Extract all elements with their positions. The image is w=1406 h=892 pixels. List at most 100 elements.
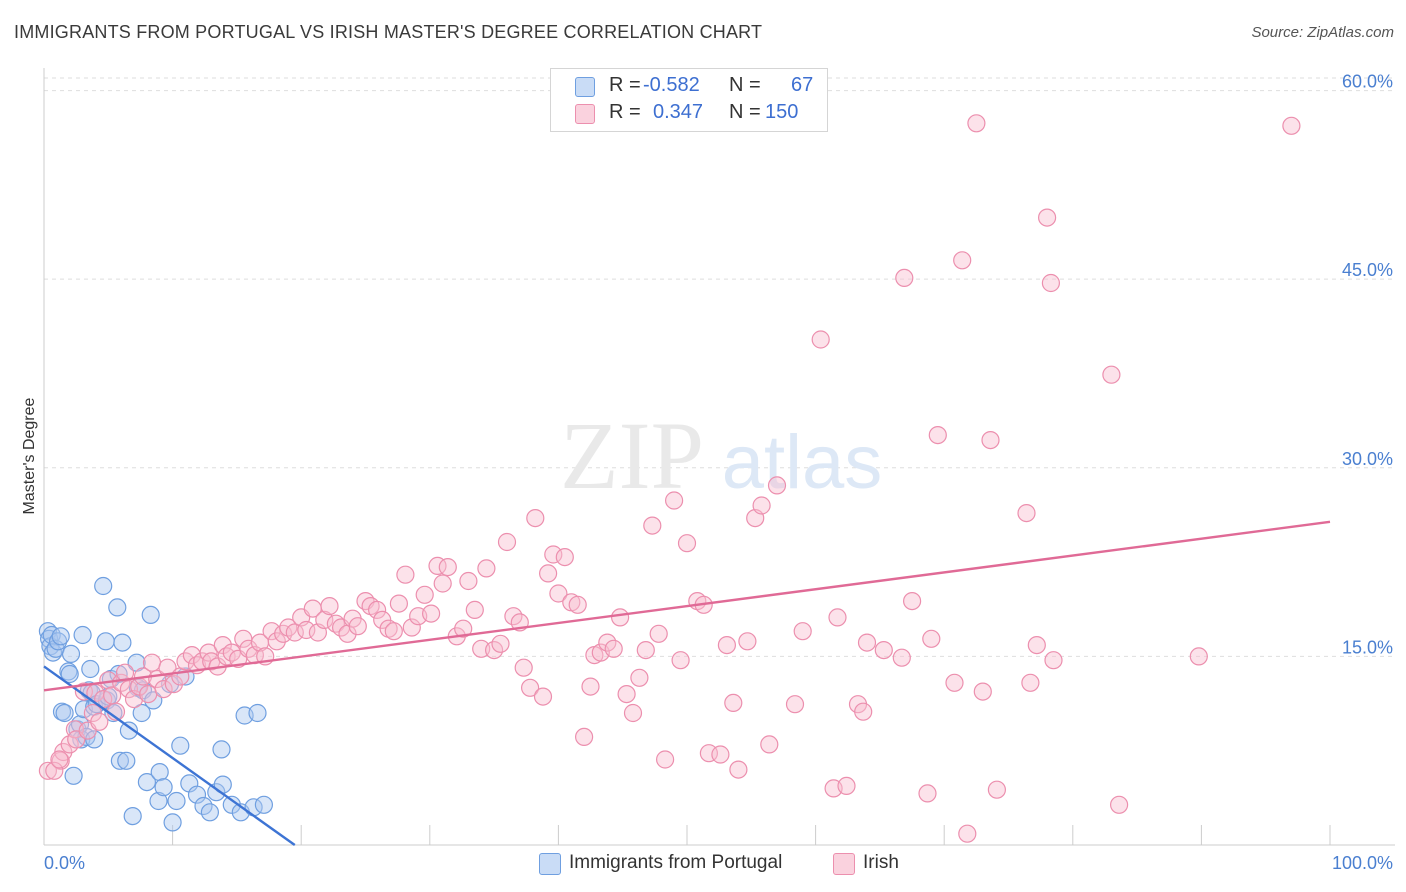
point-irish <box>533 687 553 706</box>
point-irish <box>396 565 415 584</box>
point-portugal <box>141 605 160 625</box>
legend-n-label: N = <box>729 101 761 123</box>
point-irish <box>415 585 434 604</box>
point-irish <box>477 559 496 578</box>
point-irish <box>649 624 668 643</box>
point-irish <box>514 658 533 677</box>
grid-lines <box>44 77 1395 657</box>
point-irish <box>630 668 649 687</box>
point-irish <box>491 634 510 653</box>
point-irish <box>987 780 1007 799</box>
point-portugal <box>110 751 130 770</box>
point-portugal <box>163 813 182 832</box>
point-irish <box>1037 208 1057 227</box>
point-portugal <box>48 632 68 651</box>
point-irish <box>837 776 856 796</box>
point-irish <box>139 684 158 704</box>
point-irish <box>922 629 941 648</box>
point-irish <box>1102 365 1121 384</box>
point-portugal <box>207 783 226 802</box>
point-irish <box>74 682 94 701</box>
point-irish <box>918 784 937 803</box>
point-irish <box>164 674 183 694</box>
point-portugal <box>108 598 127 617</box>
point-portugal <box>117 751 136 770</box>
point-irish <box>902 591 922 611</box>
legend-n-value: 67 <box>791 74 814 96</box>
point-irish <box>958 824 977 843</box>
point-portugal <box>171 736 190 755</box>
point-portugal <box>212 740 231 759</box>
point-irish <box>1027 635 1046 655</box>
point-irish <box>967 114 986 133</box>
point-portugal <box>200 803 219 822</box>
point-irish <box>526 508 545 528</box>
point-portugal <box>96 632 115 651</box>
point-irish <box>38 761 58 780</box>
point-portugal <box>55 703 74 723</box>
watermark-zip: ZIP <box>560 402 704 509</box>
point-irish <box>1109 795 1129 814</box>
axes <box>43 68 1395 846</box>
point-portugal <box>60 664 79 684</box>
point-irish <box>384 622 403 641</box>
y-tick-label: 45.0% <box>1342 260 1393 280</box>
y-tick-label: 15.0% <box>1342 637 1393 657</box>
point-irish <box>1189 647 1208 666</box>
y-axis-label: Master's Degree <box>21 397 38 514</box>
point-irish <box>1021 673 1040 692</box>
point-portugal <box>248 703 267 723</box>
point-irish <box>892 648 911 667</box>
point-irish <box>267 632 286 651</box>
tick-labels: 15.0% 30.0% 45.0% 60.0% 0.0% 100.0% <box>44 72 1393 873</box>
point-irish <box>643 516 662 535</box>
trend-line-irish <box>43 520 1331 692</box>
point-irish <box>617 684 636 704</box>
point-irish <box>738 632 757 651</box>
point-irish <box>854 702 873 721</box>
point-irish <box>465 600 484 620</box>
point-portugal <box>187 785 207 804</box>
point-irish <box>928 426 947 445</box>
point-irish <box>953 251 972 270</box>
point-irish <box>154 679 173 699</box>
point-irish <box>368 600 387 620</box>
point-portugal <box>119 721 138 740</box>
point-irish <box>438 557 457 577</box>
point-portugal <box>254 795 273 814</box>
point-irish <box>671 651 690 670</box>
point-portugal <box>149 791 168 811</box>
point-irish <box>811 330 830 349</box>
point-irish <box>549 584 568 603</box>
point-irish <box>623 703 643 723</box>
point-irish <box>636 640 655 660</box>
point-irish <box>544 545 563 564</box>
bottom-legend-swatch-portugal <box>539 853 561 875</box>
point-irish <box>1044 651 1063 670</box>
trend-line-portugal <box>43 665 296 846</box>
bottom-legend-swatch-irish <box>833 853 855 875</box>
legend-r-label: R = <box>609 74 641 96</box>
point-irish <box>1041 273 1061 293</box>
point-irish <box>320 596 339 616</box>
x-tick-label: 0.0% <box>44 853 85 873</box>
point-irish <box>711 745 730 764</box>
point-portugal <box>132 703 151 723</box>
point-irish <box>828 608 847 627</box>
point-irish <box>315 610 334 630</box>
point-irish <box>297 620 316 640</box>
bottom-legend-label-irish: Irish <box>863 852 899 873</box>
point-portugal <box>81 659 100 679</box>
point-irish <box>874 640 893 660</box>
point-irish <box>857 633 877 652</box>
point-irish <box>677 534 697 553</box>
point-irish <box>724 693 743 713</box>
point-irish <box>729 760 748 779</box>
point-irish <box>1282 116 1301 135</box>
point-irish <box>472 639 491 658</box>
point-irish <box>752 496 771 515</box>
bottom-legend-label-portugal: Immigrants from Portugal <box>569 852 783 873</box>
point-irish <box>604 639 623 658</box>
legend-swatch-irish <box>575 104 595 124</box>
